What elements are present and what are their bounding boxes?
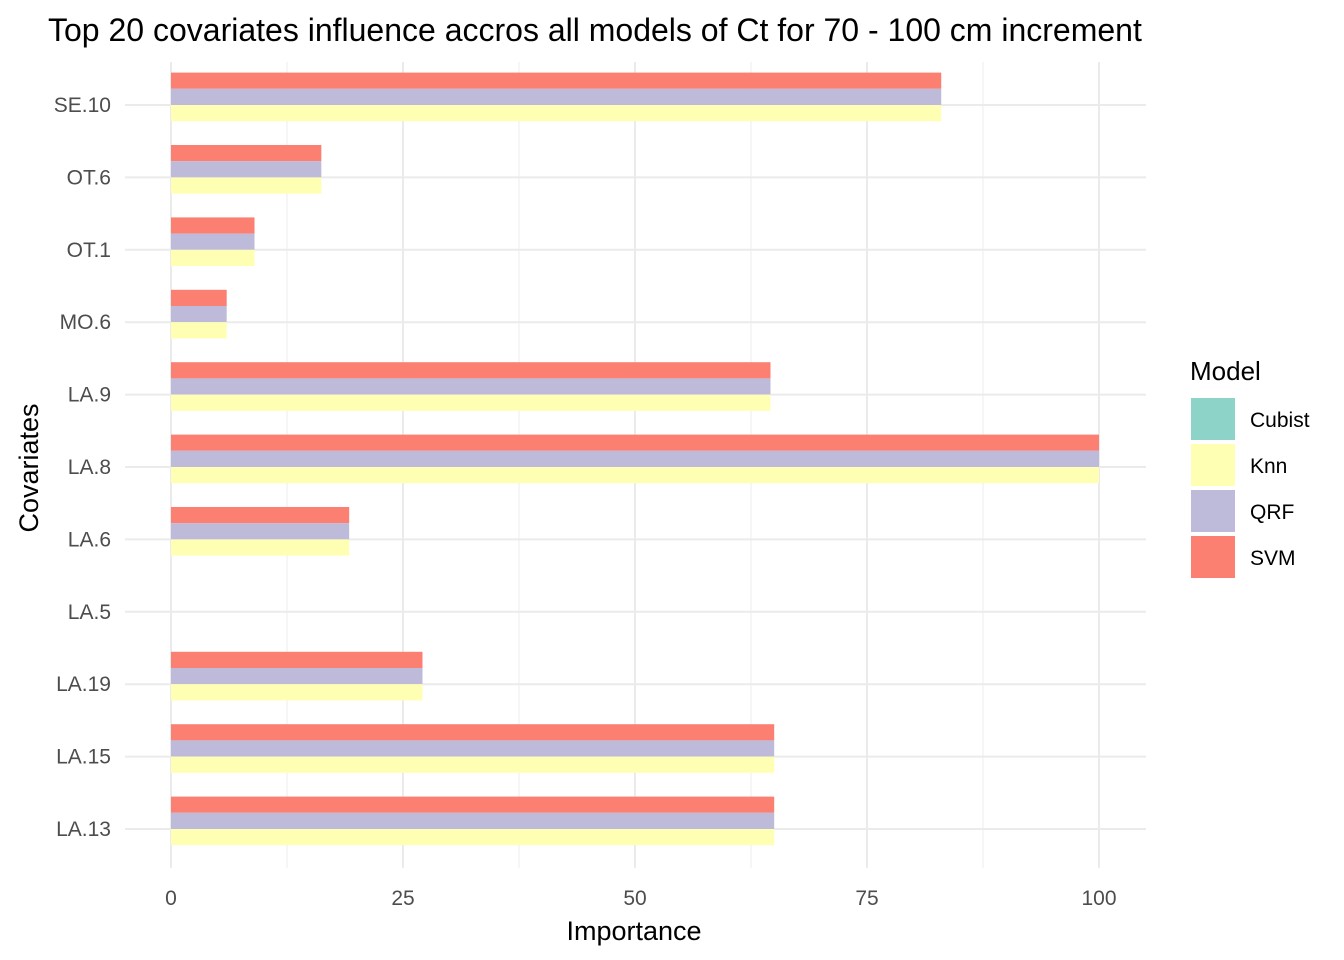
y-tick-label: SE.10 <box>54 94 111 117</box>
x-tick-label: 50 <box>623 887 646 910</box>
legend-key-cubist <box>1191 398 1235 440</box>
y-tick-label: LA.19 <box>56 673 111 696</box>
bar-qrf-ot-1 <box>171 233 255 250</box>
bar-knn-mo-6 <box>171 322 227 339</box>
legend-title: Model <box>1190 356 1261 386</box>
bar-qrf-ot-6 <box>171 161 322 178</box>
bar-qrf-la-8 <box>171 450 1099 467</box>
legend-label-qrf: QRF <box>1250 501 1294 524</box>
x-tick-label: 100 <box>1081 887 1116 910</box>
bar-knn-se-10 <box>171 105 942 122</box>
legend-label-cubist: Cubist <box>1250 409 1310 432</box>
y-axis-title: Covariates <box>14 403 44 532</box>
bar-svm-mo-6 <box>171 289 227 306</box>
bar-svm-la-19 <box>171 651 423 668</box>
y-tick-label: OT.6 <box>67 166 111 189</box>
y-tick-label: OT.1 <box>67 239 111 262</box>
x-tick-label: 75 <box>855 887 878 910</box>
bar-knn-la-6 <box>171 539 350 556</box>
x-tick-label: 0 <box>165 887 177 910</box>
y-tick-label: LA.8 <box>68 456 111 479</box>
y-tick-label: LA.5 <box>68 601 111 624</box>
legend: Model Cubist Knn QRF SVM <box>1190 356 1310 578</box>
bar-svm-la-9 <box>171 362 771 379</box>
bar-knn-ot-1 <box>171 249 255 266</box>
y-tick-label: LA.15 <box>56 746 111 769</box>
bar-knn-la-15 <box>171 756 775 773</box>
legend-key-knn <box>1191 444 1235 486</box>
y-tick-label: LA.13 <box>56 818 111 841</box>
bar-qrf-mo-6 <box>171 306 227 323</box>
y-tick-label: MO.6 <box>60 311 111 334</box>
bar-knn-la-19 <box>171 684 423 701</box>
bars <box>171 72 1099 846</box>
bar-qrf-la-19 <box>171 668 423 685</box>
y-tick-label: LA.6 <box>68 528 111 551</box>
chart-title: Top 20 covariates influence accros all m… <box>48 12 1142 48</box>
bar-qrf-la-15 <box>171 740 775 757</box>
y-tick-labels: SE.10 OT.6 OT.1 MO.6 LA.9 LA.8 LA.6 LA.5 LA.19 LA… <box>54 94 111 841</box>
bar-qrf-se-10 <box>171 88 942 105</box>
bar-knn-ot-6 <box>171 177 322 194</box>
bar-knn-la-8 <box>171 467 1099 484</box>
bar-qrf-la-6 <box>171 523 350 540</box>
legend-key-svm <box>1191 536 1235 578</box>
bar-svm-ot-6 <box>171 145 322 162</box>
x-tick-labels: 0 25 50 75 100 <box>165 887 1116 910</box>
y-tick-label: LA.9 <box>68 384 111 407</box>
x-tick-label: 25 <box>391 887 414 910</box>
bar-svm-la-6 <box>171 507 350 524</box>
bar-knn-la-9 <box>171 394 771 411</box>
bar-svm-ot-1 <box>171 217 255 234</box>
bar-qrf-la-13 <box>171 812 775 829</box>
bar-svm-la-8 <box>171 434 1099 451</box>
x-axis-title: Importance <box>566 916 701 946</box>
bar-knn-la-13 <box>171 829 775 846</box>
legend-label-knn: Knn <box>1250 455 1287 478</box>
bar-svm-la-13 <box>171 796 775 813</box>
bar-qrf-la-9 <box>171 378 771 395</box>
bar-svm-se-10 <box>171 72 942 89</box>
legend-key-qrf <box>1191 490 1235 532</box>
bar-svm-la-15 <box>171 724 775 741</box>
legend-label-svm: SVM <box>1250 547 1296 570</box>
